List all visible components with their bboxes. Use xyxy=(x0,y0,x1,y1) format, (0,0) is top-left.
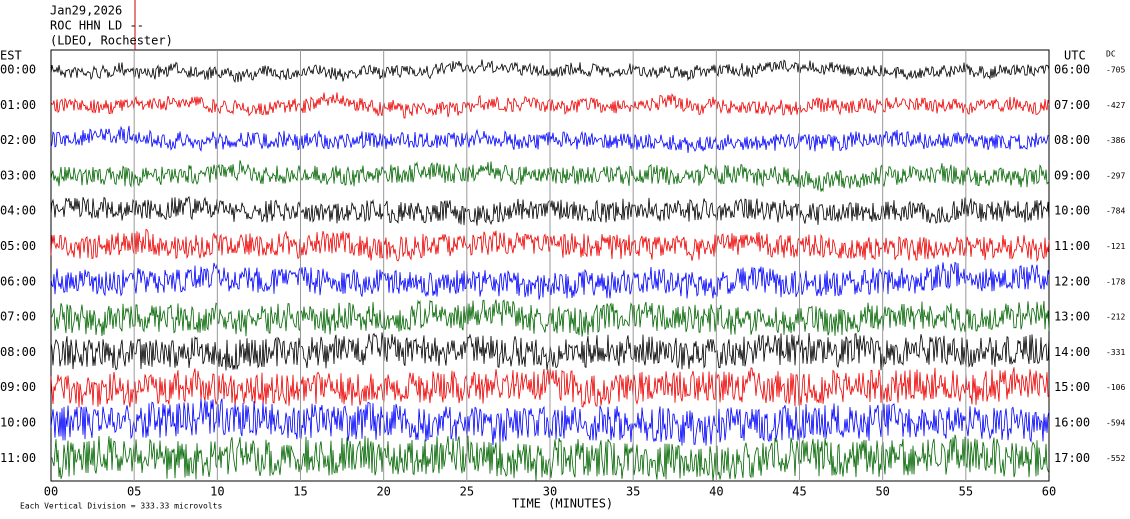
right-tick-label: 10:00 xyxy=(1054,204,1090,218)
dc-value: -552 xyxy=(1106,454,1125,463)
date: Jan29,2026 xyxy=(50,4,122,18)
right-tick-label: 17:00 xyxy=(1054,451,1090,465)
left-axis-title: EST xyxy=(0,49,22,63)
dc-value: -331 xyxy=(1106,348,1125,357)
x-tick-label: 25 xyxy=(460,485,474,499)
dc-value: -427 xyxy=(1106,101,1125,110)
x-tick-label: 30 xyxy=(543,485,557,499)
dc-title: DC xyxy=(1106,50,1116,59)
dc-value: -178 xyxy=(1106,277,1125,286)
dc-value: -594 xyxy=(1106,419,1125,428)
left-tick-label: 11:00 xyxy=(0,451,36,465)
right-tick-label: 12:00 xyxy=(1054,274,1090,288)
right-tick-label: 13:00 xyxy=(1054,310,1090,324)
x-tick-label: 35 xyxy=(626,485,640,499)
left-tick-label: 03:00 xyxy=(0,168,36,182)
x-tick-label: 10 xyxy=(210,485,224,499)
right-tick-label: 06:00 xyxy=(1054,63,1090,77)
dc-value: -212 xyxy=(1106,313,1125,322)
x-tick-label: 50 xyxy=(875,485,889,499)
right-tick-label: 08:00 xyxy=(1054,133,1090,147)
x-tick-label: 20 xyxy=(376,485,390,499)
left-tick-label: 09:00 xyxy=(0,380,36,394)
dc-value: -106 xyxy=(1106,383,1125,392)
right-tick-label: 15:00 xyxy=(1054,380,1090,394)
dc-value: -386 xyxy=(1106,136,1125,145)
x-tick-label: 45 xyxy=(792,485,806,499)
left-tick-label: 01:00 xyxy=(0,98,36,112)
right-tick-label: 14:00 xyxy=(1054,345,1090,359)
left-tick-label: 04:00 xyxy=(0,204,36,218)
left-tick-label: 08:00 xyxy=(0,345,36,359)
left-tick-label: 10:00 xyxy=(0,416,36,430)
dc-value: -121 xyxy=(1106,242,1125,251)
x-tick-label: 05 xyxy=(127,485,141,499)
x-tick-label: 40 xyxy=(709,485,723,499)
right-tick-label: 11:00 xyxy=(1054,239,1090,253)
dc-value: -705 xyxy=(1106,66,1125,75)
footer: Each Vertical Division = 333.33 microvol… xyxy=(20,502,222,511)
network: (LDEO, Rochester) xyxy=(50,34,173,48)
left-tick-label: 05:00 xyxy=(0,239,36,253)
left-tick-label: 02:00 xyxy=(0,133,36,147)
right-tick-label: 07:00 xyxy=(1054,98,1090,112)
left-tick-label: 06:00 xyxy=(0,274,36,288)
left-tick-label: 07:00 xyxy=(0,310,36,324)
x-axis-title: TIME (MINUTES) xyxy=(512,497,613,511)
x-tick-label: 15 xyxy=(293,485,307,499)
station: ROC HHN LD -- xyxy=(50,19,144,33)
dc-value: -784 xyxy=(1106,207,1125,216)
x-tick-label: 60 xyxy=(1042,485,1056,499)
x-tick-label: 55 xyxy=(959,485,973,499)
dc-value: -297 xyxy=(1106,171,1125,180)
right-tick-label: 09:00 xyxy=(1054,168,1090,182)
right-tick-label: 16:00 xyxy=(1054,416,1090,430)
x-tick-label: 00 xyxy=(44,485,58,499)
left-tick-label: 00:00 xyxy=(0,63,36,77)
right-axis-title: UTC xyxy=(1064,49,1086,63)
